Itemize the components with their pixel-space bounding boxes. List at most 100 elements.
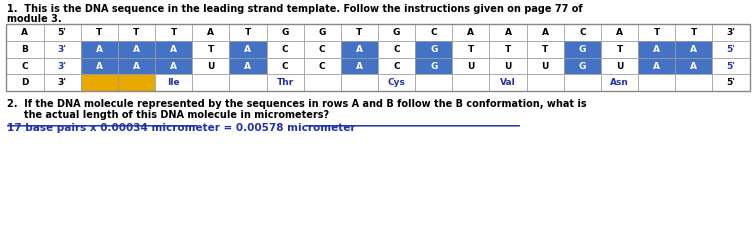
Bar: [601, 41, 638, 58]
Text: A: A: [244, 45, 252, 54]
Bar: [489, 75, 527, 91]
Bar: [527, 58, 564, 75]
Bar: [638, 75, 675, 91]
Text: module 3.: module 3.: [8, 14, 62, 24]
Text: C: C: [319, 45, 326, 54]
Bar: [304, 75, 341, 91]
Bar: [304, 24, 341, 41]
Bar: [44, 58, 81, 75]
Text: A: A: [170, 62, 177, 71]
Text: T: T: [468, 45, 474, 54]
Text: A: A: [133, 62, 140, 71]
Bar: [118, 75, 155, 91]
Bar: [81, 58, 118, 75]
Text: U: U: [467, 62, 475, 71]
Text: A: A: [690, 62, 697, 71]
Text: 5': 5': [57, 28, 67, 37]
Text: A: A: [690, 45, 697, 54]
Bar: [527, 41, 564, 58]
Bar: [415, 41, 452, 58]
Text: A: A: [133, 45, 140, 54]
Bar: [229, 75, 267, 91]
Bar: [564, 58, 601, 75]
Bar: [489, 24, 527, 41]
Text: G: G: [318, 28, 326, 37]
Bar: [415, 75, 452, 91]
Text: T: T: [505, 45, 511, 54]
Text: 3': 3': [727, 28, 736, 37]
Text: A: A: [504, 28, 512, 37]
Text: C: C: [282, 45, 288, 54]
Bar: [452, 24, 489, 41]
Bar: [452, 75, 489, 91]
Bar: [118, 58, 155, 75]
Bar: [564, 41, 601, 58]
Text: C: C: [319, 62, 326, 71]
Text: U: U: [616, 62, 623, 71]
Text: A: A: [542, 28, 549, 37]
Text: A: A: [207, 28, 214, 37]
Bar: [6, 58, 44, 75]
Text: U: U: [541, 62, 549, 71]
Bar: [638, 58, 675, 75]
Bar: [601, 24, 638, 41]
Bar: [304, 41, 341, 58]
Bar: [267, 41, 304, 58]
Text: A: A: [653, 62, 660, 71]
Bar: [267, 75, 304, 91]
Bar: [341, 41, 378, 58]
Text: C: C: [393, 62, 400, 71]
Bar: [601, 58, 638, 75]
Bar: [192, 24, 229, 41]
Text: Thr: Thr: [277, 78, 294, 87]
Text: A: A: [96, 45, 103, 54]
Text: D: D: [21, 78, 29, 87]
Bar: [6, 24, 44, 41]
Bar: [712, 24, 750, 41]
Text: 5': 5': [727, 62, 736, 71]
Bar: [192, 75, 229, 91]
Bar: [81, 41, 118, 58]
Text: 1.  This is the DNA sequence in the leading strand template. Follow the instruct: 1. This is the DNA sequence in the leadi…: [8, 4, 583, 14]
Bar: [601, 75, 638, 91]
Bar: [415, 24, 452, 41]
Bar: [304, 58, 341, 75]
Text: U: U: [504, 62, 512, 71]
Text: 17 base pairs x 0.00034 micrometer = 0.00578 micrometer: 17 base pairs x 0.00034 micrometer = 0.0…: [8, 123, 356, 133]
Text: T: T: [691, 28, 697, 37]
Text: 3': 3': [57, 45, 67, 54]
Bar: [155, 75, 192, 91]
Text: A: A: [653, 45, 660, 54]
Text: T: T: [616, 45, 623, 54]
Bar: [341, 58, 378, 75]
Text: A: A: [244, 62, 252, 71]
Text: Val: Val: [500, 78, 516, 87]
Bar: [44, 24, 81, 41]
Text: G: G: [430, 45, 438, 54]
Text: 5': 5': [727, 78, 736, 87]
Bar: [378, 75, 415, 91]
Bar: [155, 24, 192, 41]
Text: B: B: [21, 45, 29, 54]
Text: C: C: [282, 62, 288, 71]
Text: A: A: [467, 28, 475, 37]
Bar: [6, 24, 750, 91]
Text: A: A: [356, 62, 363, 71]
Text: A: A: [616, 28, 623, 37]
Text: T: T: [245, 28, 251, 37]
Text: T: T: [171, 28, 177, 37]
Text: T: T: [208, 45, 214, 54]
Text: G: G: [578, 62, 586, 71]
Text: A: A: [96, 62, 103, 71]
Bar: [229, 58, 267, 75]
Text: 3': 3': [57, 78, 67, 87]
Bar: [118, 24, 155, 41]
Text: C: C: [393, 45, 400, 54]
Text: T: T: [133, 28, 140, 37]
Text: T: T: [356, 28, 363, 37]
Text: 5': 5': [727, 45, 736, 54]
Text: C: C: [430, 28, 437, 37]
Bar: [527, 24, 564, 41]
Text: G: G: [393, 28, 400, 37]
Bar: [527, 75, 564, 91]
